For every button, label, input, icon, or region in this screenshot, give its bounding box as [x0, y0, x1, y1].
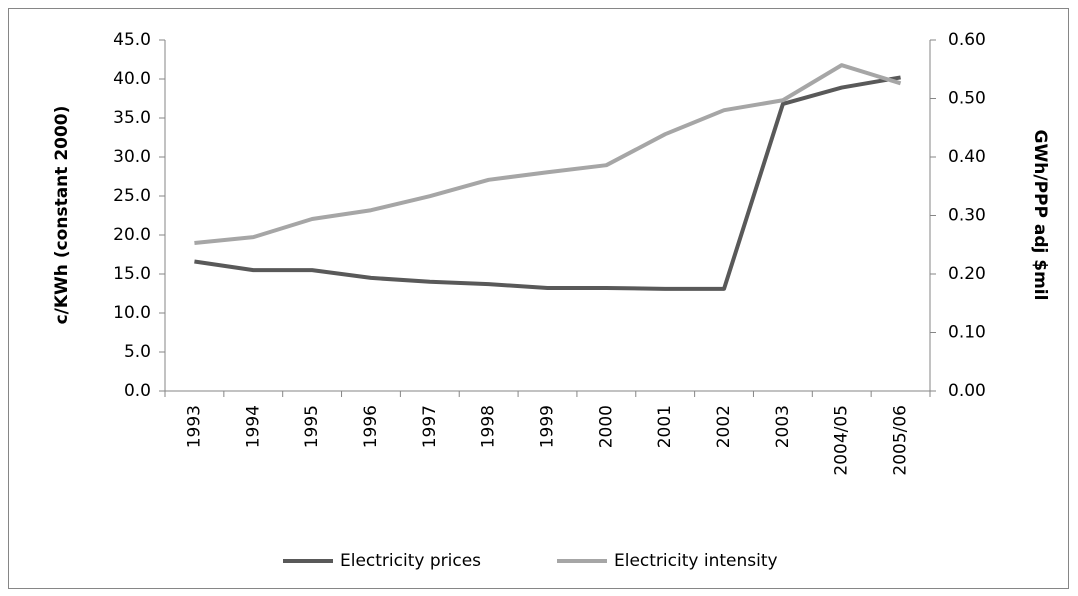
x-tick-label: 1997	[420, 405, 440, 448]
y2-tick-label: 0.10	[948, 323, 986, 343]
y2-tick-label: 0.20	[948, 264, 986, 284]
y2-tick-label: 0.40	[948, 147, 986, 167]
y2-tick-label: 0.00	[948, 381, 986, 401]
series-line	[194, 75, 901, 291]
y-axis-title: c/KWh (constant 2000)	[52, 106, 72, 325]
y-tick-label: 20.0	[113, 225, 151, 245]
series-line	[194, 63, 902, 245]
y-tick-label: 40.0	[113, 69, 151, 89]
y-tick-label: 0.0	[124, 381, 151, 401]
y2-tick-label: 0.60	[948, 30, 986, 50]
y-tick-label: 45.0	[113, 30, 151, 50]
x-tick-label: 2005/06	[891, 405, 911, 476]
x-tick-label: 1998	[479, 405, 499, 448]
y-tick-label: 35.0	[113, 108, 151, 128]
y2-tick-label: 0.50	[948, 89, 986, 109]
x-tick-label: 2000	[596, 405, 616, 448]
y-tick-label: 5.0	[124, 342, 151, 362]
x-tick-label: 1995	[302, 405, 322, 448]
y-tick-label: 15.0	[113, 264, 151, 284]
x-tick-label: 2001	[655, 405, 675, 448]
x-tick-label: 1996	[361, 405, 381, 448]
x-tick-label: 2003	[773, 405, 793, 448]
y-tick-label: 30.0	[113, 147, 151, 167]
legend-label: Electricity intensity	[614, 551, 778, 571]
x-tick-label: 2002	[714, 405, 734, 448]
x-tick-label: 1994	[243, 405, 263, 448]
chart-border	[8, 8, 1069, 589]
x-tick-label: 2004/05	[832, 405, 852, 476]
x-tick-label: 1999	[538, 405, 558, 448]
x-tick-label: 1993	[184, 405, 204, 448]
y2-tick-label: 0.30	[948, 206, 986, 226]
y2-axis-title: GWh/PPP adj $mil	[1030, 130, 1050, 301]
legend-label: Electricity prices	[340, 551, 481, 571]
y-tick-label: 25.0	[113, 186, 151, 206]
y-tick-label: 10.0	[113, 303, 151, 323]
